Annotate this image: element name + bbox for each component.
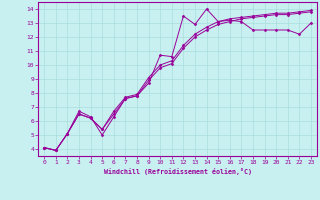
X-axis label: Windchill (Refroidissement éolien,°C): Windchill (Refroidissement éolien,°C)	[104, 168, 252, 175]
